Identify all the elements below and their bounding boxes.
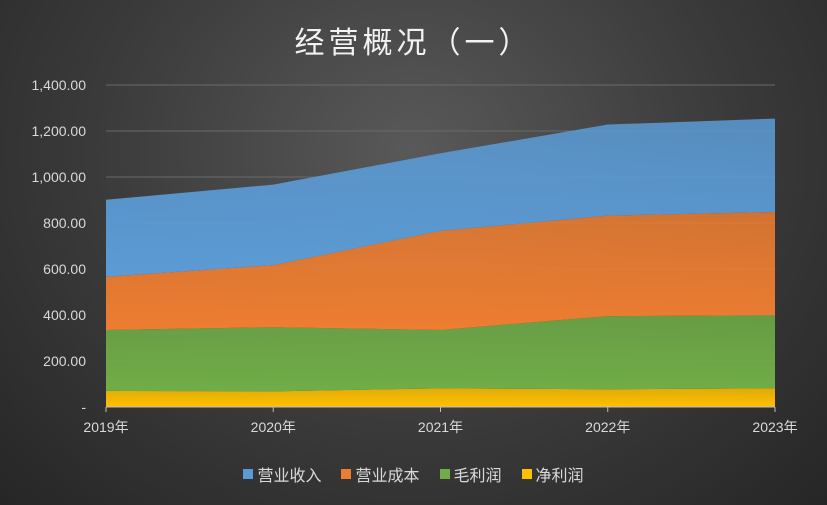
y-tick-label: 1,400.00 xyxy=(32,77,87,93)
legend-label: 营业成本 xyxy=(355,466,420,485)
x-tick-label: 2019年 xyxy=(83,419,128,435)
legend-item: 净利润 xyxy=(521,462,584,486)
legend-swatch xyxy=(341,469,352,479)
legend-swatch xyxy=(439,469,450,479)
area-毛利润 xyxy=(106,315,775,392)
y-tick-label: 1,000.00 xyxy=(32,169,87,185)
y-tick-label: - xyxy=(81,399,86,415)
x-tick-label: 2021年 xyxy=(418,419,463,435)
y-tick-label: 1,200.00 xyxy=(32,123,87,139)
area-净利润 xyxy=(106,388,775,407)
x-tick-label: 2020年 xyxy=(251,419,296,435)
chart-title: 经营概况（一） xyxy=(294,26,533,61)
legend-label: 净利润 xyxy=(535,466,584,485)
y-tick-label: 600.00 xyxy=(43,261,86,277)
legend-item: 营业收入 xyxy=(243,462,321,486)
y-tick-label: 800.00 xyxy=(43,215,86,231)
y-tick-label: 200.00 xyxy=(43,353,86,369)
legend-item: 毛利润 xyxy=(439,462,502,486)
y-tick-label: 400.00 xyxy=(43,307,86,323)
area-营业收入 xyxy=(106,118,775,277)
area-营业成本 xyxy=(106,211,775,330)
legend-label: 营业收入 xyxy=(257,466,322,485)
legend-label: 毛利润 xyxy=(453,466,502,485)
x-tick-label: 2022年 xyxy=(585,419,630,435)
legend-swatch xyxy=(521,469,532,479)
legend-swatch xyxy=(243,469,254,479)
legend: 营业收入 营业成本 毛利润 净利润 xyxy=(0,462,827,486)
x-tick-label: 2023年 xyxy=(752,419,797,435)
legend-item: 营业成本 xyxy=(341,462,420,486)
